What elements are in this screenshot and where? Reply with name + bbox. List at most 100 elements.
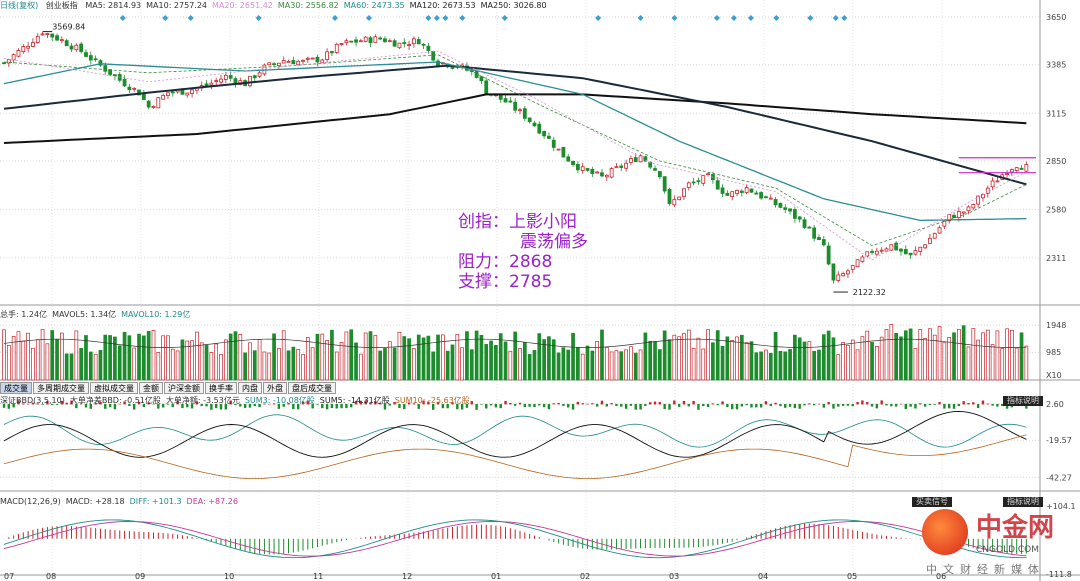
signal-diamond xyxy=(501,15,508,21)
volume-bar xyxy=(45,343,50,381)
candle-body xyxy=(638,155,643,163)
bbd-bar xyxy=(166,403,170,405)
candle-body xyxy=(1005,173,1009,175)
sum5-line xyxy=(3,411,1027,458)
volume-bar xyxy=(571,332,575,381)
candle-body xyxy=(397,42,402,49)
bbd-bar xyxy=(697,403,700,410)
volume-bar xyxy=(286,350,291,381)
bbd-label-2: 大单净额: -3.53亿元 xyxy=(165,396,240,405)
signal-diamond xyxy=(747,15,754,21)
volume-bar xyxy=(412,348,416,381)
tab-7[interactable]: 外盘 xyxy=(263,382,287,394)
candle-body xyxy=(706,173,710,176)
volume-bar xyxy=(455,334,460,381)
candle-body xyxy=(122,78,127,87)
volume-bar xyxy=(1024,345,1029,381)
tab-8[interactable]: 盘后成交量 xyxy=(288,382,336,394)
bbd-bar xyxy=(880,400,883,405)
tab-1[interactable]: 多周期成交量 xyxy=(33,382,89,394)
bbd-bar xyxy=(436,401,440,405)
candle-body xyxy=(604,174,609,178)
candle-body xyxy=(691,181,696,184)
bbd-bar xyxy=(962,401,965,405)
bbd-bar xyxy=(446,403,449,409)
volume-bar xyxy=(161,335,165,381)
signal-diamond xyxy=(671,15,678,21)
bbd-bar xyxy=(682,400,686,405)
volume-bar xyxy=(971,328,976,381)
tab-3[interactable]: 金额 xyxy=(139,382,163,394)
candle-body xyxy=(860,256,865,262)
candle-body xyxy=(677,196,682,201)
bbd-bar xyxy=(841,403,845,406)
bbd-bar xyxy=(268,403,271,405)
volume-bar xyxy=(498,333,503,381)
volume-bar xyxy=(301,354,305,381)
macd-signal-button[interactable]: 买卖信号 xyxy=(912,497,952,507)
bbd-bar xyxy=(128,403,131,407)
volume-bar xyxy=(638,349,643,381)
volume-bar xyxy=(325,340,329,381)
month-tick-label: 05 xyxy=(847,572,857,581)
candle-body xyxy=(474,71,479,78)
signal-diamond xyxy=(773,15,780,21)
volume-bar xyxy=(344,331,349,381)
bbd-help-button[interactable]: 指标说明 xyxy=(1003,396,1043,406)
tab-5[interactable]: 换手率 xyxy=(205,382,237,394)
price-tick-label: 2850 xyxy=(1046,157,1066,166)
bbd-bar xyxy=(470,401,473,405)
candle-body xyxy=(730,191,735,198)
volume-bar xyxy=(436,334,440,381)
volume-bar xyxy=(113,336,117,381)
volume-bar xyxy=(918,329,923,381)
candle-body xyxy=(792,209,797,219)
sum10-line xyxy=(3,434,1027,479)
candle-body xyxy=(272,63,276,66)
volume-bar xyxy=(889,324,894,381)
tab-2[interactable]: 虚拟成交量 xyxy=(90,382,138,394)
volume-bar xyxy=(604,347,609,381)
candle-body xyxy=(190,89,194,94)
month-tick-label: 02 xyxy=(580,572,590,581)
volume-bar xyxy=(841,342,845,381)
macd-help-button[interactable]: 指标说明 xyxy=(1003,497,1043,507)
volume-bar xyxy=(865,330,870,381)
candle-body xyxy=(31,42,35,47)
ma-label-0: MA5: 2814.93 xyxy=(85,1,142,10)
candle-body xyxy=(561,146,566,158)
bbd-bar xyxy=(711,403,715,405)
candle-body xyxy=(937,227,942,234)
candle-body xyxy=(358,40,363,43)
volume-bar xyxy=(2,329,6,381)
bbd-bar xyxy=(195,401,199,405)
tab-4[interactable]: 沪深金额 xyxy=(164,382,204,394)
volume-bar xyxy=(195,331,199,381)
bbd-bar xyxy=(899,403,903,405)
candle-body xyxy=(807,226,812,229)
bbd-bar xyxy=(812,403,816,406)
volume-bar xyxy=(281,330,286,381)
vol-label-1: MAVOL5: 1.34亿 xyxy=(52,310,117,319)
bbd-bar xyxy=(296,403,300,410)
tab-6[interactable]: 内盘 xyxy=(238,382,262,394)
month-tick-label: 12 xyxy=(402,572,412,581)
candle-body xyxy=(93,58,98,61)
bbd-bar xyxy=(639,403,642,410)
candle-body xyxy=(330,51,334,54)
volume-bar xyxy=(243,352,247,381)
candle-body xyxy=(633,157,638,162)
volume-bar xyxy=(416,334,421,381)
volume-bar xyxy=(16,331,21,381)
candle-body xyxy=(137,89,141,96)
bbd-bar xyxy=(7,403,11,409)
bbd-bar xyxy=(591,403,594,405)
bbd-bar xyxy=(485,403,488,409)
candle-body xyxy=(1014,167,1019,171)
tab-0[interactable]: 成交量 xyxy=(0,382,32,394)
volume-bar xyxy=(146,330,151,381)
candle-body xyxy=(373,36,378,43)
volume-bar xyxy=(653,341,657,381)
bbd-bar xyxy=(181,403,184,409)
